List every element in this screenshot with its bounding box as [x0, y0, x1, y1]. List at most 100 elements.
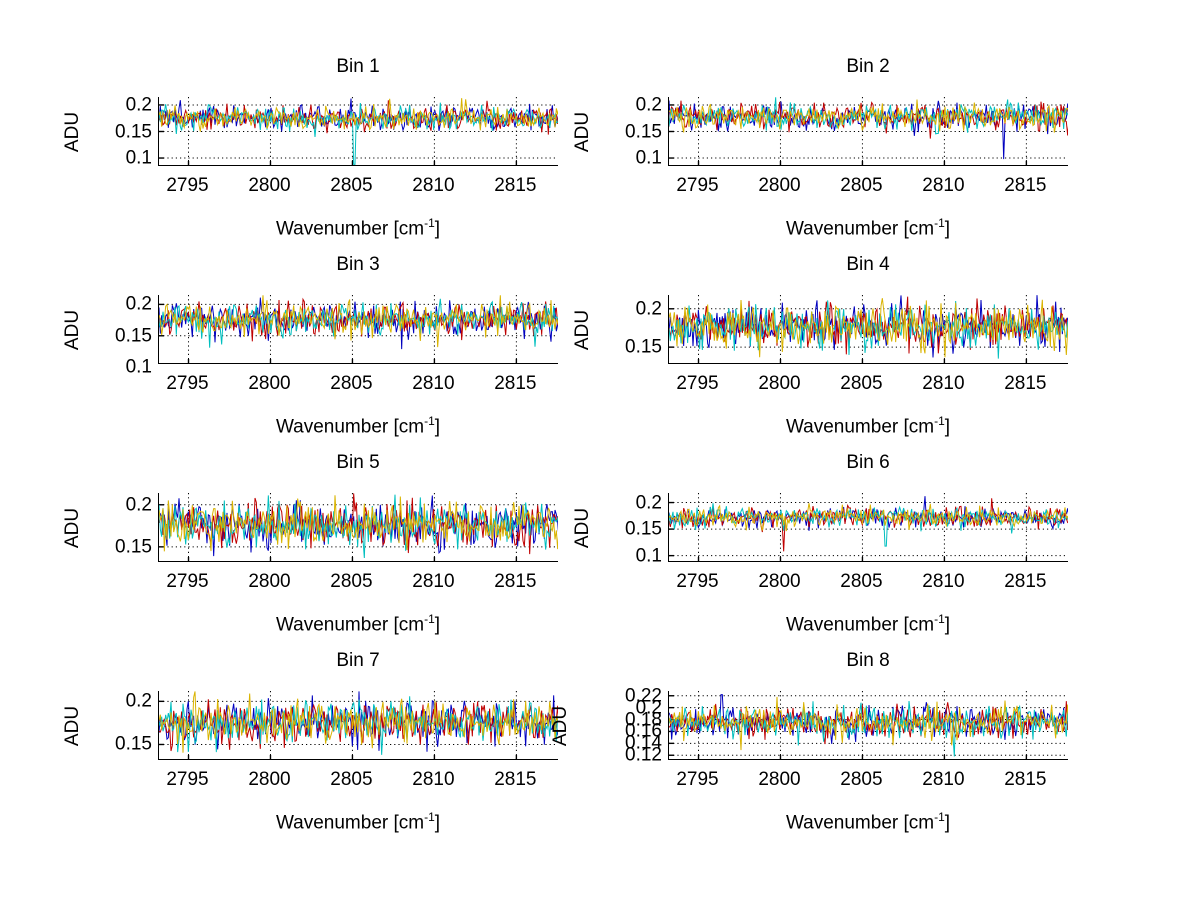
subplot-title: Bin 7	[336, 650, 380, 671]
plot-area	[158, 295, 558, 364]
subplot-title: Bin 6	[846, 452, 890, 473]
x-axis-label-text: Wavenumber [cm	[785, 416, 935, 438]
x-axis-label-text: Wavenumber [cm	[275, 812, 425, 834]
subplot-bin-7: Bin 7 ADU 0.15 0.2 2795 2800 2805 2810 2815 Waven…	[10, 650, 588, 850]
y-tick-label: 0.2	[125, 293, 152, 315]
series-line-2	[669, 701, 1068, 745]
x-axis-label-bracket: ]	[944, 812, 951, 834]
x-tick-label: 2815	[494, 571, 537, 592]
x-axis-label: Wavenumber [cm-1]	[158, 216, 558, 240]
y-tick-label: 0.2	[635, 298, 662, 320]
subplot-bin-3: Bin 3 ADU 0.1 0.15 0.2 2795 2800 2805 2810 2815 Wa…	[10, 254, 588, 454]
x-axis-label: Wavenumber [cm-1]	[158, 810, 558, 834]
x-tick-label: 2795	[166, 769, 209, 790]
x-tick-label: 2805	[840, 175, 883, 196]
y-tick-label: 0.15	[115, 733, 152, 755]
x-axis-label-exponent: -1	[934, 216, 945, 230]
x-tick-label: 2810	[412, 769, 455, 790]
x-tick-label: 2800	[248, 571, 291, 592]
series-line-1	[669, 100, 1068, 160]
y-tick-label: 0.1	[125, 147, 152, 169]
x-axis-label: Wavenumber [cm-1]	[158, 414, 558, 438]
x-tick-label: 2810	[412, 571, 455, 592]
subplot-title: Bin 1	[336, 56, 380, 77]
subplot-bin-8: Bin 8 ADU 0.12 0.14 0.16 0.18 0.2 0.22 2795 2800 2…	[520, 650, 1098, 850]
x-axis-label-exponent: -1	[424, 810, 435, 824]
y-tick-label: 0.14	[625, 732, 662, 754]
y-tick-label: 0.15	[115, 536, 152, 558]
subplot-bin-1: Bin 1 ADU 0.1 0.15 0.2 2795 2800 2805 2810 2815 Wa…	[10, 56, 588, 256]
series-line-3	[669, 97, 1068, 135]
plot-area	[158, 493, 558, 562]
y-tick-label: 0.16	[625, 720, 662, 742]
plot-area	[668, 97, 1068, 166]
x-axis-label-exponent: -1	[424, 612, 435, 626]
x-axis-label-bracket: ]	[434, 416, 441, 438]
x-tick-label: 2805	[330, 373, 373, 394]
x-axis-label-exponent: -1	[934, 612, 945, 626]
y-tick-label: 0.1	[635, 545, 662, 567]
subplot-bin-2: Bin 2 ADU 0.1 0.15 0.2 2795 2800 2805 2810 2815 Wa…	[520, 56, 1098, 256]
x-tick-label: 2815	[1004, 175, 1047, 196]
y-axis-label: ADU	[550, 705, 571, 746]
x-axis-label: Wavenumber [cm-1]	[668, 612, 1068, 636]
x-tick-label: 2815	[1004, 769, 1047, 790]
x-axis-label-bracket: ]	[944, 218, 951, 240]
x-tick-label: 2800	[248, 373, 291, 394]
x-tick-label: 2810	[412, 373, 455, 394]
x-axis-label: Wavenumber [cm-1]	[158, 612, 558, 636]
series-line-3	[669, 503, 1068, 547]
plot-area	[668, 493, 1068, 562]
y-tick-label: 0.15	[115, 121, 152, 142]
x-tick-label: 2805	[330, 175, 373, 196]
y-tick-label: 0.1	[635, 147, 662, 169]
series-line-3	[669, 300, 1068, 359]
x-axis-label-text: Wavenumber [cm	[275, 416, 425, 438]
series-line-1	[159, 297, 558, 350]
x-tick-label: 2795	[676, 373, 719, 394]
y-axis-label: ADU	[62, 507, 83, 548]
series-line-3	[159, 102, 558, 165]
y-axis-label: ADU	[62, 705, 83, 746]
y-axis-label: ADU	[572, 309, 593, 350]
y-tick-label: 0.1	[125, 356, 152, 378]
x-tick-label: 2810	[922, 769, 965, 790]
x-tick-label: 2795	[166, 175, 209, 196]
subplot-title: Bin 5	[336, 452, 380, 473]
x-axis-label-text: Wavenumber [cm	[785, 812, 935, 834]
y-tick-label: 0.2	[635, 492, 662, 514]
x-axis-label: Wavenumber [cm-1]	[668, 414, 1068, 438]
series-line-4	[159, 495, 558, 552]
y-tick-label: 0.2	[125, 494, 152, 516]
y-tick-label: 0.15	[625, 336, 662, 358]
x-tick-label: 2815	[1004, 373, 1047, 394]
x-axis-label-bracket: ]	[434, 218, 441, 240]
x-tick-label: 2805	[840, 571, 883, 592]
y-axis-label: ADU	[62, 309, 83, 350]
plot-area	[158, 691, 558, 760]
subplot-title: Bin 4	[846, 254, 890, 275]
x-tick-label: 2800	[248, 175, 291, 196]
x-tick-label: 2800	[758, 571, 801, 592]
x-tick-label: 2805	[330, 571, 373, 592]
x-tick-label: 2800	[758, 175, 801, 196]
x-tick-label: 2810	[922, 571, 965, 592]
x-axis-label: Wavenumber [cm-1]	[668, 810, 1068, 834]
y-tick-label: 0.22	[625, 685, 662, 707]
subplot-bin-6: Bin 6 ADU 0.1 0.15 0.2 2795 2800 2805 2810 2815 Wa…	[520, 452, 1098, 652]
subplot-title: Bin 3	[336, 254, 380, 275]
x-tick-label: 2810	[922, 373, 965, 394]
x-axis-label-bracket: ]	[944, 614, 951, 636]
subplot-bin-4: Bin 4 ADU 0.15 0.2 2795 2800 2805 2810 2815 Waven…	[520, 254, 1098, 454]
x-axis-label-exponent: -1	[424, 414, 435, 428]
x-axis-label-text: Wavenumber [cm	[275, 218, 425, 240]
y-axis-label: ADU	[572, 111, 593, 152]
x-tick-label: 2805	[330, 769, 373, 790]
y-tick-label: 0.2	[125, 690, 152, 712]
x-tick-label: 2815	[1004, 571, 1047, 592]
x-axis-label-bracket: ]	[944, 416, 951, 438]
y-axis-label: ADU	[572, 507, 593, 548]
series-line-2	[669, 100, 1068, 139]
plot-area	[668, 295, 1068, 364]
subplot-bin-5: Bin 5 ADU 0.15 0.2 2795 2800 2805 2810 2815 Waven…	[10, 452, 588, 652]
